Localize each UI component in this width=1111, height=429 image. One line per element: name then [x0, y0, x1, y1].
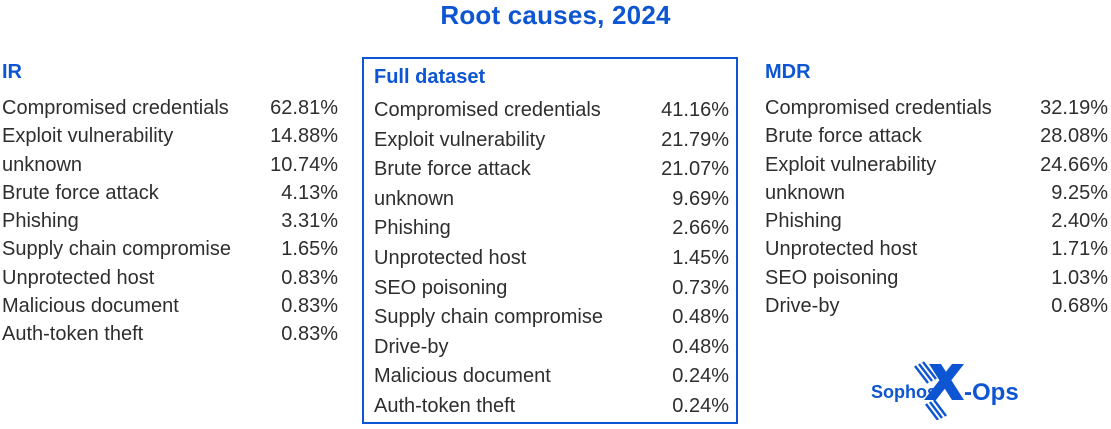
root-cause-percentage: 3.31%	[281, 210, 338, 233]
root-cause-label: Exploit vulnerability	[2, 125, 174, 148]
root-cause-percentage: 2.66%	[672, 217, 729, 240]
table-row: Malicious document 0.24%	[374, 362, 729, 392]
root-cause-percentage: 21.07%	[661, 158, 729, 181]
table-row: Exploit vulnerability 24.66%	[765, 151, 1108, 179]
root-cause-label: Brute force attack	[765, 125, 922, 148]
table-row: Drive-by 0.68%	[765, 292, 1108, 320]
table-mdr-rows: Compromised credentials 32.19% Brute force…	[765, 94, 1108, 320]
root-cause-percentage: 9.25%	[1051, 181, 1108, 204]
table-row: Phishing 2.66%	[374, 214, 729, 244]
table-row: Compromised credentials 32.19%	[765, 94, 1108, 122]
root-cause-percentage: 24.66%	[1040, 153, 1108, 176]
root-cause-label: Auth-token theft	[2, 323, 144, 346]
root-cause-label: Phishing	[765, 210, 842, 233]
table-row: Brute force attack 21.07%	[374, 155, 729, 185]
table-row: Unprotected host 1.45%	[374, 244, 729, 274]
root-cause-percentage: 41.16%	[661, 99, 729, 121]
table-mdr-header: MDR	[765, 61, 811, 83]
root-cause-percentage: 0.83%	[281, 295, 338, 318]
root-cause-percentage: 21.79%	[661, 128, 729, 151]
root-cause-label: unknown	[765, 181, 846, 204]
table-row: Unprotected host 1.71%	[765, 235, 1108, 263]
table-full-dataset-header: Full dataset	[374, 66, 486, 88]
table-row: unknown 10.74%	[2, 151, 338, 179]
table-row: SEO poisoning 0.73%	[374, 274, 729, 304]
table-row: Supply chain compromise 1.65%	[2, 235, 338, 263]
table-full-dataset: Full dataset Compromised credentials 41.1…	[362, 57, 738, 424]
root-cause-percentage: 0.83%	[281, 323, 338, 346]
root-cause-percentage: 10.74%	[270, 153, 338, 176]
root-cause-percentage: 0.48%	[672, 306, 729, 329]
root-cause-percentage: 9.69%	[672, 187, 729, 210]
table-ir-header: IR	[2, 61, 22, 83]
root-cause-label: Drive-by	[374, 335, 449, 358]
table-full-dataset-rows: Compromised credentials 41.16% Exploit vul…	[374, 96, 729, 422]
root-cause-percentage: 0.73%	[672, 276, 729, 299]
root-cause-label: Supply chain compromise	[2, 238, 231, 261]
table-ir: IR Compromised credentials 62.81% Exploit …	[2, 60, 338, 349]
root-cause-label: Exploit vulnerability	[765, 153, 937, 176]
root-cause-label: Malicious document	[374, 365, 551, 388]
root-cause-label: unknown	[374, 187, 455, 210]
root-cause-percentage: 32.19%	[1040, 97, 1108, 119]
root-cause-label: Compromised credentials	[374, 99, 601, 121]
root-cause-percentage: 4.13%	[281, 181, 338, 204]
x-glyph	[914, 361, 964, 420]
figure-title: Root causes, 2024	[440, 0, 671, 30]
root-cause-percentage: 14.88%	[270, 125, 338, 148]
table-row: Phishing 3.31%	[2, 207, 338, 235]
table-row: Brute force attack 4.13%	[2, 179, 338, 207]
root-cause-percentage: 1.03%	[1051, 266, 1108, 289]
root-cause-label: SEO poisoning	[765, 266, 899, 289]
table-row: Drive-by 0.48%	[374, 333, 729, 363]
table-row: Supply chain compromise 0.48%	[374, 303, 729, 333]
table-ir-rows: Compromised credentials 62.81% Exploit vul…	[2, 94, 338, 349]
table-row: Compromised credentials 62.81%	[2, 94, 338, 122]
table-row: Exploit vulnerability 21.79%	[374, 126, 729, 156]
logo-suffix-text: -Ops	[964, 379, 1019, 406]
root-cause-label: Unprotected host	[765, 238, 918, 261]
root-cause-percentage: 0.24%	[672, 394, 729, 417]
root-cause-label: Exploit vulnerability	[374, 128, 546, 151]
root-cause-percentage: 0.83%	[281, 266, 338, 289]
root-cause-label: Brute force attack	[374, 158, 531, 181]
table-row: Exploit vulnerability 14.88%	[2, 122, 338, 150]
root-cause-label: Drive-by	[765, 295, 840, 318]
root-cause-label: Malicious document	[2, 295, 179, 318]
root-cause-label: SEO poisoning	[374, 276, 508, 299]
root-cause-percentage: 28.08%	[1040, 125, 1108, 148]
table-row: Brute force attack 28.08%	[765, 122, 1108, 150]
logo-brand-text: Sophos	[871, 382, 937, 402]
table-row: Unprotected host 0.83%	[2, 264, 338, 292]
root-cause-label: Phishing	[374, 217, 451, 240]
root-cause-percentage: 0.48%	[672, 335, 729, 358]
root-cause-percentage: 1.65%	[281, 238, 338, 261]
table-mdr: MDR Compromised credentials 32.19% Brute f…	[765, 60, 1108, 320]
table-row: unknown 9.69%	[374, 185, 729, 215]
table-row: SEO poisoning 1.03%	[765, 264, 1108, 292]
root-cause-label: Unprotected host	[2, 266, 155, 289]
root-cause-label: Brute force attack	[2, 181, 159, 204]
root-cause-label: unknown	[2, 153, 83, 176]
root-cause-percentage: 1.45%	[672, 246, 729, 269]
root-cause-label: Compromised credentials	[2, 97, 229, 119]
root-cause-percentage: 62.81%	[270, 97, 338, 119]
root-cause-percentage: 1.71%	[1051, 238, 1108, 261]
root-cause-percentage: 0.24%	[672, 365, 729, 388]
table-row: Phishing 2.40%	[765, 207, 1108, 235]
table-row: Auth-token theft 0.83%	[2, 320, 338, 348]
root-cause-label: Supply chain compromise	[374, 306, 603, 329]
root-cause-label: Auth-token theft	[374, 394, 516, 417]
table-row: Malicious document 0.83%	[2, 292, 338, 320]
root-cause-percentage: 2.40%	[1051, 210, 1108, 233]
table-row: Compromised credentials 41.16%	[374, 96, 729, 126]
table-row: Auth-token theft 0.24%	[374, 392, 729, 422]
table-row: unknown 9.25%	[765, 179, 1108, 207]
root-cause-label: Compromised credentials	[765, 97, 992, 119]
sophos-x-ops-logo: Sophos -Ops	[858, 354, 1022, 420]
root-cause-percentage: 0.68%	[1051, 295, 1108, 318]
root-cause-label: Phishing	[2, 210, 79, 233]
root-cause-label: Unprotected host	[374, 246, 527, 269]
